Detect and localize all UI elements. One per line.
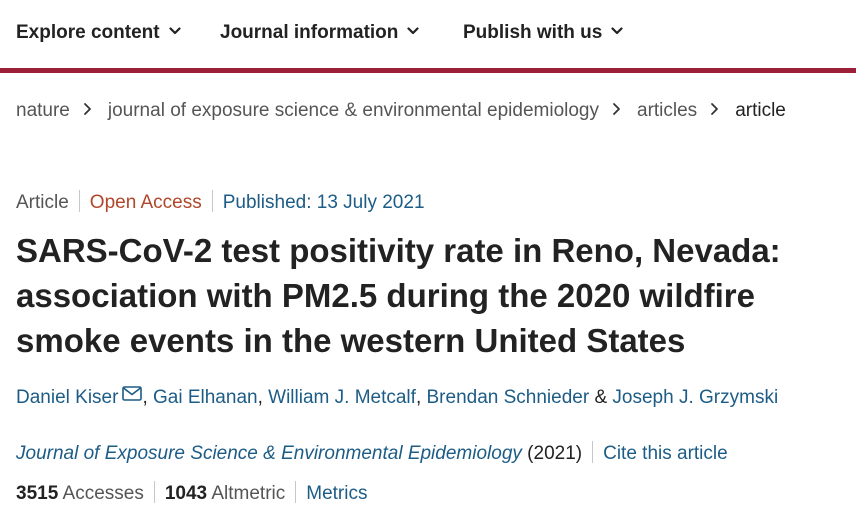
journal-citation-line: Journal of Exposure Science & Environmen…: [16, 441, 728, 465]
mail-icon[interactable]: [122, 386, 143, 401]
altmetric-label: Altmetric: [211, 483, 286, 504]
top-navigation: Explore content Journal information Publ…: [0, 0, 856, 68]
nav-journal-information-label: Journal information: [220, 22, 399, 43]
author-list: Daniel Kiser, Gai Elhanan, William J. Me…: [16, 386, 778, 409]
breadcrumb-journal[interactable]: journal of exposure science & environmen…: [107, 100, 599, 121]
meta-divider: [78, 190, 80, 212]
brand-divider-bar: [0, 68, 856, 73]
metrics-link[interactable]: Metrics: [306, 483, 368, 504]
article-type: Article: [16, 192, 69, 213]
meta-divider: [211, 190, 213, 212]
meta-divider: [295, 481, 297, 503]
article-meta: Article Open Access Published: 13 July 202…: [16, 190, 425, 214]
chevron-down-icon: [168, 25, 181, 37]
article-title-line: association with PM2.5 during the 2020 w…: [16, 277, 756, 314]
chevron-down-icon: [611, 25, 623, 37]
breadcrumb-articles[interactable]: articles: [637, 100, 698, 121]
breadcrumb-current-article: article: [735, 100, 786, 121]
nav-explore-content[interactable]: Explore content: [16, 22, 181, 44]
chevron-down-icon: [407, 25, 420, 37]
author-ampersand: &: [594, 387, 608, 408]
nav-publish-with-us-label: Publish with us: [463, 22, 603, 43]
open-access-label: Open Access: [89, 192, 202, 213]
author-link[interactable]: Joseph J. Grzymski: [612, 387, 779, 408]
author-link[interactable]: Gai Elhanan: [153, 387, 258, 408]
cite-this-article-link[interactable]: Cite this article: [603, 443, 728, 464]
chevron-right-icon: [709, 102, 721, 116]
article-title: SARS-CoV-2 test positivity rate in Reno,…: [16, 228, 846, 363]
journal-name-link[interactable]: Journal of Exposure Science & Environmen…: [16, 443, 522, 464]
author-link[interactable]: William J. Metcalf: [268, 387, 416, 408]
article-metrics: 3515 Accesses 1043 Altmetric Metrics: [16, 481, 367, 505]
meta-divider: [592, 441, 594, 463]
nav-journal-information[interactable]: Journal information: [220, 22, 420, 44]
chevron-right-icon: [611, 102, 623, 116]
author-separator: ,: [415, 387, 422, 408]
published-date: Published: 13 July 2021: [222, 192, 425, 213]
article-title-line: smoke events in the western United State…: [16, 322, 686, 359]
publication-year: (2021): [527, 443, 583, 464]
author-link[interactable]: Brendan Schnieder: [426, 387, 590, 408]
altmetric-count: 1043: [164, 483, 208, 504]
nav-publish-with-us[interactable]: Publish with us: [463, 22, 623, 44]
author-separator: ,: [257, 387, 263, 408]
author-link[interactable]: Daniel Kiser: [16, 387, 119, 408]
article-title-line: SARS-CoV-2 test positivity rate in Reno,…: [16, 232, 781, 269]
chevron-right-icon: [82, 102, 94, 116]
accesses-label: Accesses: [62, 483, 144, 504]
breadcrumb: nature journal of exposure science & envi…: [16, 100, 786, 122]
breadcrumb-nature[interactable]: nature: [16, 100, 70, 121]
nav-explore-content-label: Explore content: [16, 22, 160, 43]
meta-divider: [153, 481, 155, 503]
author-separator: ,: [142, 387, 148, 408]
accesses-count: 3515: [16, 483, 59, 504]
